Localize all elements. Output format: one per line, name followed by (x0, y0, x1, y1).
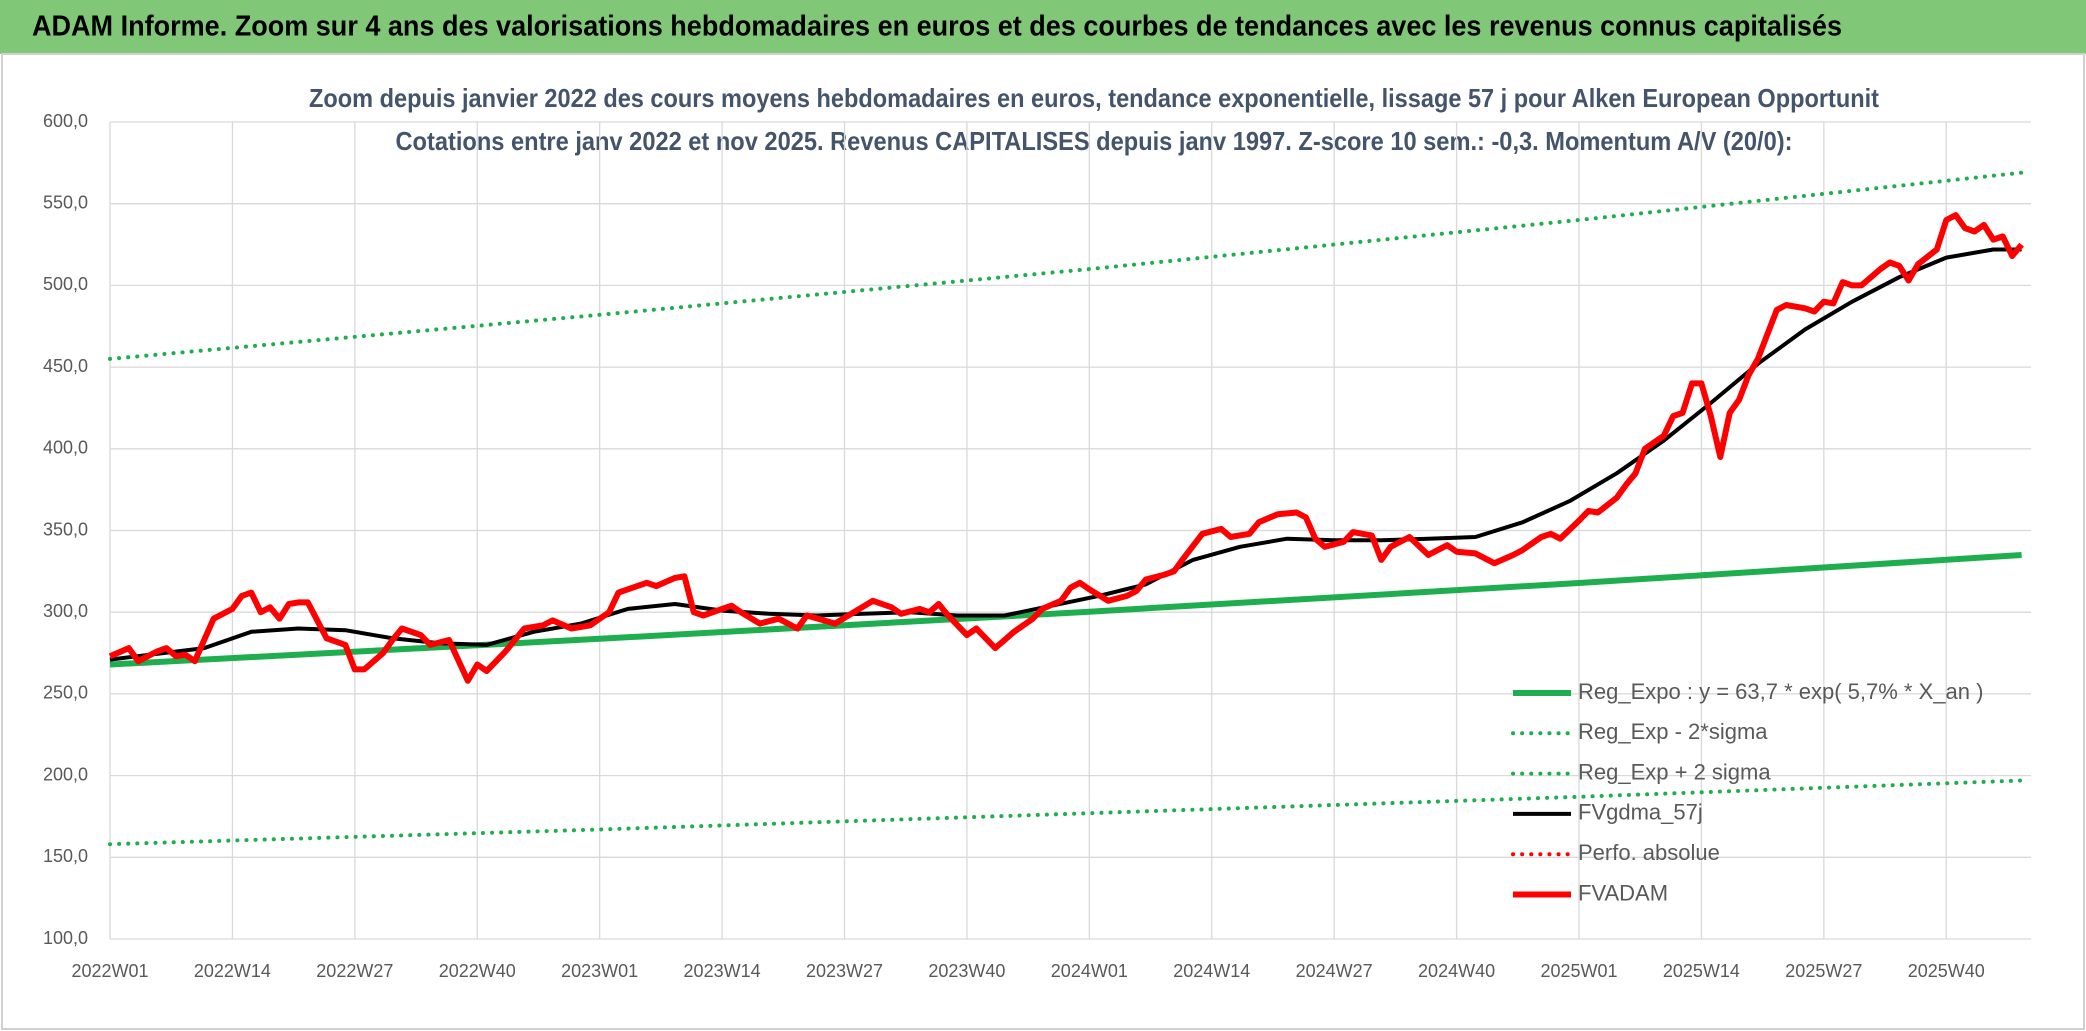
x-tick-label: 2024W27 (1296, 961, 1373, 981)
y-tick-label: 100,0 (43, 928, 88, 948)
y-tick-label: 150,0 (43, 846, 88, 866)
page-title: ADAM Informe. Zoom sur 4 ans des valoris… (32, 11, 1842, 43)
legend-label: Perfo. absolue (1578, 840, 1720, 865)
x-tick-label: 2023W01 (561, 961, 638, 981)
legend-label: Reg_Exp + 2 sigma (1578, 759, 1771, 784)
y-tick-label: 500,0 (43, 274, 88, 294)
header-bar (0, 0, 2086, 54)
chart-title: Zoom depuis janvier 2022 des cours moyen… (309, 83, 1879, 113)
legend-label: Reg_Expo : y = 63,7 * exp( 5,7% * X_an ) (1578, 679, 1983, 704)
x-tick-label: 2024W40 (1418, 961, 1495, 981)
chart-subtitle: Cotations entre janv 2022 et nov 2025. R… (396, 126, 1793, 156)
y-tick-label: 400,0 (43, 438, 88, 458)
x-tick-label: 2022W14 (194, 961, 271, 981)
y-tick-label: 550,0 (43, 192, 88, 212)
legend-label: FVgdma_57j (1578, 800, 1703, 825)
series-line (108, 778, 2024, 847)
x-tick-label: 2022W40 (439, 961, 516, 981)
series-line (108, 212, 2024, 684)
y-tick-label: 350,0 (43, 519, 88, 539)
x-tick-label: 2023W40 (928, 961, 1005, 981)
legend-label: Reg_Exp - 2*sigma (1578, 719, 1768, 744)
x-tick-label: 2023W14 (684, 961, 761, 981)
y-tick-label: 250,0 (43, 683, 88, 703)
x-tick-label: 2022W01 (71, 961, 148, 981)
x-tick-label: 2022W27 (316, 961, 393, 981)
y-tick-label: 450,0 (43, 356, 88, 376)
x-tick-label: 2023W27 (806, 961, 883, 981)
y-tick-label: 300,0 (43, 601, 88, 621)
x-tick-label: 2025W14 (1663, 961, 1740, 981)
y-tick-label: 200,0 (43, 764, 88, 784)
x-tick-label: 2024W01 (1051, 961, 1128, 981)
x-tick-label: 2025W40 (1908, 961, 1985, 981)
legend-label: FVADAM (1578, 880, 1668, 905)
x-tick-label: 2024W14 (1173, 961, 1250, 981)
series-line (109, 552, 2022, 668)
x-tick-label: 2025W27 (1785, 961, 1862, 981)
x-tick-label: 2025W01 (1540, 961, 1617, 981)
chart-frame (1, 53, 2085, 1030)
y-tick-label: 600,0 (43, 111, 88, 131)
series-line (108, 170, 2024, 361)
